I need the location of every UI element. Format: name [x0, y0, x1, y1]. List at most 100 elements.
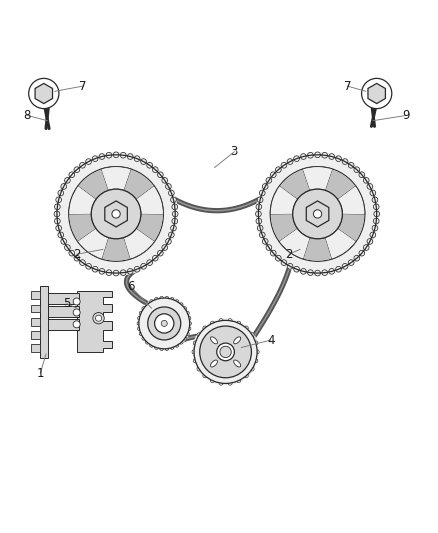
- Circle shape: [270, 251, 276, 256]
- Circle shape: [142, 337, 145, 340]
- Circle shape: [217, 343, 234, 361]
- Circle shape: [74, 255, 80, 261]
- Circle shape: [134, 266, 140, 272]
- Text: 7: 7: [343, 79, 351, 93]
- Circle shape: [244, 374, 248, 378]
- Text: 4: 4: [267, 334, 275, 346]
- Wedge shape: [302, 167, 333, 190]
- Circle shape: [287, 159, 293, 164]
- Circle shape: [147, 260, 152, 265]
- Circle shape: [364, 177, 369, 183]
- Circle shape: [220, 346, 231, 358]
- Circle shape: [254, 341, 258, 345]
- Bar: [42, 306, 79, 317]
- Circle shape: [300, 269, 306, 274]
- Circle shape: [322, 270, 328, 276]
- Text: 2: 2: [285, 248, 293, 261]
- Circle shape: [175, 300, 179, 303]
- Circle shape: [342, 263, 348, 269]
- Wedge shape: [78, 169, 108, 199]
- Circle shape: [86, 159, 92, 164]
- Wedge shape: [271, 214, 297, 241]
- Circle shape: [171, 197, 177, 203]
- Circle shape: [210, 321, 215, 325]
- Circle shape: [293, 189, 343, 239]
- Circle shape: [150, 344, 153, 347]
- Circle shape: [169, 190, 174, 196]
- Circle shape: [93, 312, 104, 324]
- Circle shape: [200, 326, 251, 378]
- Circle shape: [69, 251, 74, 256]
- Ellipse shape: [234, 360, 240, 367]
- Circle shape: [262, 239, 268, 244]
- Circle shape: [120, 152, 126, 158]
- Wedge shape: [304, 238, 332, 261]
- Circle shape: [170, 297, 174, 301]
- Circle shape: [92, 266, 98, 272]
- Text: 8: 8: [24, 109, 31, 122]
- Ellipse shape: [234, 337, 240, 344]
- Ellipse shape: [211, 360, 217, 367]
- Circle shape: [73, 309, 80, 316]
- Text: 6: 6: [127, 280, 134, 293]
- Circle shape: [374, 211, 379, 217]
- Wedge shape: [325, 228, 356, 259]
- Circle shape: [372, 225, 378, 231]
- Circle shape: [287, 263, 293, 269]
- Circle shape: [172, 218, 177, 224]
- Circle shape: [165, 347, 169, 351]
- Circle shape: [186, 332, 189, 336]
- Circle shape: [92, 156, 98, 161]
- Circle shape: [61, 239, 67, 244]
- Circle shape: [147, 163, 152, 168]
- Circle shape: [138, 317, 141, 320]
- Circle shape: [300, 154, 306, 159]
- Circle shape: [141, 159, 146, 164]
- Circle shape: [359, 172, 365, 177]
- Circle shape: [69, 172, 74, 177]
- Polygon shape: [77, 290, 112, 352]
- Circle shape: [80, 163, 85, 168]
- Circle shape: [171, 225, 177, 231]
- Circle shape: [197, 367, 201, 371]
- Circle shape: [86, 263, 92, 269]
- Circle shape: [219, 381, 223, 385]
- Circle shape: [256, 152, 379, 276]
- Circle shape: [372, 197, 378, 203]
- Wedge shape: [69, 214, 95, 241]
- Circle shape: [73, 321, 80, 328]
- Circle shape: [64, 177, 70, 183]
- Circle shape: [259, 190, 265, 196]
- Circle shape: [134, 156, 140, 161]
- Circle shape: [139, 311, 143, 315]
- Text: 3: 3: [231, 146, 238, 158]
- Circle shape: [162, 245, 168, 251]
- Wedge shape: [337, 185, 365, 215]
- Circle shape: [150, 300, 153, 303]
- Wedge shape: [279, 228, 310, 259]
- Bar: [31, 304, 40, 312]
- Circle shape: [54, 211, 60, 217]
- Circle shape: [336, 156, 341, 161]
- Circle shape: [329, 154, 335, 159]
- Polygon shape: [105, 201, 127, 227]
- Circle shape: [187, 317, 191, 320]
- Circle shape: [160, 296, 163, 300]
- Circle shape: [315, 270, 320, 276]
- Circle shape: [348, 260, 354, 265]
- Circle shape: [160, 347, 163, 351]
- Text: 9: 9: [403, 109, 410, 122]
- Circle shape: [180, 303, 183, 306]
- Wedge shape: [124, 228, 155, 259]
- Circle shape: [175, 344, 179, 347]
- Circle shape: [314, 210, 321, 218]
- Circle shape: [374, 204, 379, 209]
- Circle shape: [203, 326, 207, 330]
- Circle shape: [91, 189, 141, 239]
- Circle shape: [192, 350, 196, 354]
- Circle shape: [244, 326, 248, 330]
- Circle shape: [155, 314, 174, 333]
- Wedge shape: [101, 167, 131, 190]
- Bar: [40, 286, 48, 359]
- Bar: [31, 318, 40, 326]
